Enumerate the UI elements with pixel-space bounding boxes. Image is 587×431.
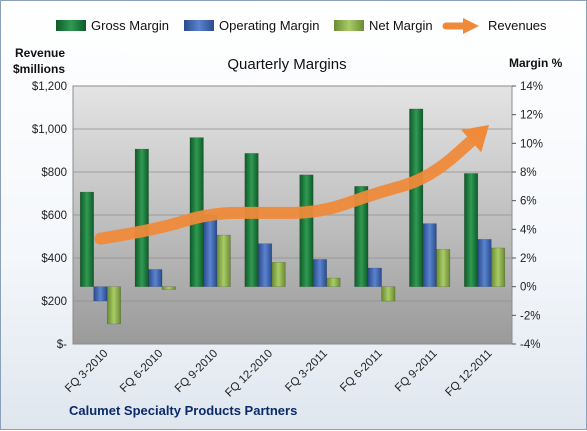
left-axis-title-line2: $millions	[13, 62, 65, 76]
net-margin-bar	[326, 277, 341, 287]
x-tick-label: FQ 3-2011	[283, 348, 330, 395]
operating-margin-bar	[93, 286, 108, 302]
x-tick-label: FQ 9-2011	[393, 348, 440, 395]
left-tick-label: $1,200	[32, 81, 67, 93]
x-tick-label: FQ 6-2011	[338, 348, 385, 395]
right-tick-label: 2%	[520, 253, 537, 265]
right-tick-label: 4%	[520, 224, 537, 236]
left-axis-title-line1: Revenue	[15, 46, 65, 60]
gross-margin-bar	[299, 174, 314, 287]
left-tick-label: $1,000	[32, 124, 67, 136]
right-tick-label: 14%	[520, 81, 543, 93]
x-tick-label: FQ 3-2010	[63, 348, 110, 395]
right-axis-ticks: -4% -2% 0% 2% 4% 6% 8% 10% 12% 14%	[512, 81, 543, 351]
x-tick-label: FQ 9-2010	[173, 348, 220, 395]
right-tick-label: -4%	[520, 339, 540, 351]
legend-swatch-net-margin	[334, 20, 364, 31]
right-axis-title: Margin %	[509, 56, 563, 70]
legend-label-net-margin: Net Margin	[369, 18, 433, 33]
operating-margin-bar	[422, 223, 437, 287]
operating-margin-bar	[203, 214, 218, 287]
chart-title: Quarterly Margins	[227, 56, 346, 73]
operating-margin-bar	[477, 239, 492, 287]
right-tick-label: 0%	[520, 282, 537, 294]
legend-swatch-operating-margin	[184, 20, 214, 31]
net-margin-bar	[271, 262, 286, 287]
net-margin-bar	[216, 234, 231, 287]
right-tick-label: 10%	[520, 138, 543, 150]
left-tick-label: $400	[41, 253, 67, 265]
right-tick-label: -2%	[520, 310, 540, 322]
x-tick-label: FQ 6-2010	[118, 348, 165, 395]
net-margin-bar	[491, 247, 506, 287]
net-margin-bar	[161, 286, 176, 290]
left-axis-ticks: $- $200 $400 $600 $800 $1,000 $1,200	[32, 81, 67, 351]
right-tick-label: 12%	[520, 110, 543, 122]
net-margin-bar	[436, 249, 451, 287]
left-tick-label: $-	[57, 339, 67, 351]
right-tick-label: 8%	[520, 167, 537, 179]
left-tick-label: $800	[41, 167, 67, 179]
legend-label-gross-margin: Gross Margin	[91, 18, 169, 33]
legend-swatch-gross-margin	[56, 20, 86, 31]
gross-margin-bar	[354, 186, 369, 287]
x-axis-ticks: FQ 3-2010 FQ 6-2010 FQ 9-2010 FQ 12-2010 FQ …	[63, 348, 494, 400]
right-tick-label: 6%	[520, 196, 537, 208]
revenue-arrowhead	[461, 124, 490, 153]
legend: Gross Margin Operating Margin Net Margin…	[56, 18, 547, 34]
x-tick-label: FQ 12-2010	[223, 348, 275, 400]
operating-margin-bar	[258, 243, 273, 287]
gross-margin-bar	[134, 148, 149, 287]
operating-margin-bar	[312, 259, 327, 287]
legend-label-operating-margin: Operating Margin	[219, 18, 319, 33]
gross-margin-bar	[244, 153, 259, 287]
footer-company-name: Calumet Specialty Products Partners	[69, 403, 297, 418]
gross-margin-bar	[409, 108, 424, 287]
left-tick-label: $200	[41, 296, 67, 308]
operating-margin-bar	[367, 267, 382, 287]
legend-swatch-revenues	[442, 18, 479, 34]
gross-margin-bar	[79, 191, 94, 287]
x-tick-label: FQ 12-2011	[443, 348, 494, 399]
revenue-line	[94, 124, 490, 245]
net-margin-bar	[106, 286, 121, 325]
gross-margin-bar	[464, 173, 479, 287]
revenue-line-path	[94, 132, 481, 245]
legend-label-revenues: Revenues	[488, 18, 547, 33]
net-margin-bar	[381, 286, 396, 302]
operating-margin-bar	[148, 269, 163, 287]
left-tick-label: $600	[41, 210, 67, 222]
